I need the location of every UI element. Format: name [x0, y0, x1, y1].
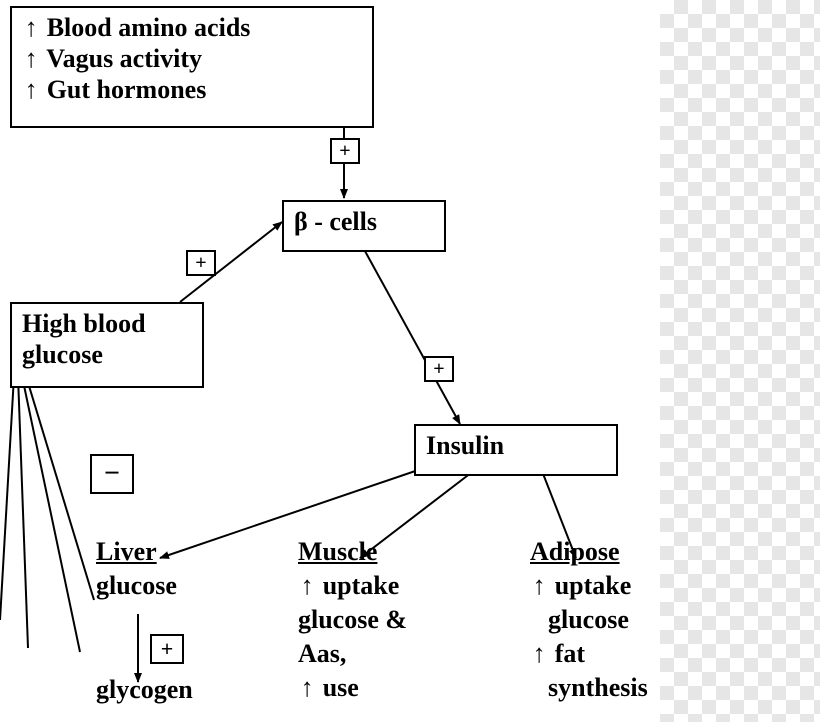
beta-to-insulin	[360, 242, 460, 424]
glucose-line: glucose	[22, 339, 192, 370]
feedback-4	[26, 376, 94, 600]
feedback-1	[0, 376, 14, 620]
feedback-2	[18, 376, 28, 648]
label-muscle: Muscle	[298, 536, 377, 567]
label-adipose_l2: glucose	[548, 604, 629, 635]
insulin-box: Insulin	[414, 424, 618, 476]
plus-sign-glucose: +	[186, 250, 216, 276]
label-muscle_l4: ↑ use	[298, 672, 359, 703]
stimuli-line: ↑ Gut hormones	[22, 74, 362, 105]
beta-cells-box: β - cells	[282, 200, 446, 252]
insulin-label: Insulin	[426, 431, 504, 460]
feedback-3	[22, 376, 80, 652]
stimuli-box: ↑ Blood amino acids↑ Vagus activity↑ Gut…	[10, 6, 374, 128]
label-liver: Liver	[96, 536, 157, 567]
glucose-line: High blood	[22, 308, 192, 339]
beta-cells-label: β - cells	[294, 207, 377, 236]
label-muscle_l3: Aas,	[298, 638, 346, 669]
plus-sign-liver: +	[150, 634, 184, 664]
insulin-to-liver	[160, 466, 430, 558]
label-adipose: Adipose	[530, 536, 620, 567]
minus-sign-feedback: −	[90, 454, 134, 494]
insulin-to-muscle	[360, 466, 480, 558]
label-adipose_l4: synthesis	[548, 672, 648, 703]
label-liver_l2: glycogen	[96, 674, 193, 705]
stimuli-line: ↑ Vagus activity	[22, 43, 362, 74]
label-muscle_l1: ↑ uptake	[298, 570, 399, 601]
plus-sign-stimuli: +	[330, 138, 360, 164]
label-liver_l1: glucose	[96, 570, 177, 601]
label-adipose_l1: ↑ uptake	[530, 570, 631, 601]
diagram-canvas: ↑ Blood amino acids↑ Vagus activity↑ Gut…	[0, 0, 820, 722]
plus-sign-beta: +	[424, 356, 454, 382]
stimuli-line: ↑ Blood amino acids	[22, 12, 362, 43]
label-adipose_l3: ↑ fat	[530, 638, 585, 669]
high-glucose-box: High bloodglucose	[10, 302, 204, 388]
label-muscle_l2: glucose &	[298, 604, 407, 635]
transparency-checker	[660, 0, 820, 722]
